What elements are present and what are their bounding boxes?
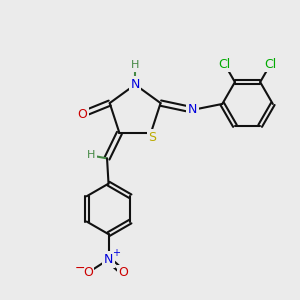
Text: H: H bbox=[86, 150, 95, 161]
Text: Cl: Cl bbox=[218, 58, 231, 70]
Text: O: O bbox=[77, 108, 87, 121]
Text: H: H bbox=[131, 60, 139, 70]
Text: N: N bbox=[188, 103, 197, 116]
Text: O: O bbox=[118, 266, 128, 279]
Text: O: O bbox=[83, 266, 93, 279]
Text: Cl: Cl bbox=[265, 58, 277, 70]
Text: N: N bbox=[104, 253, 113, 266]
Text: −: − bbox=[75, 262, 86, 275]
Text: N: N bbox=[130, 78, 140, 91]
Text: S: S bbox=[148, 131, 156, 144]
Text: +: + bbox=[112, 248, 120, 258]
